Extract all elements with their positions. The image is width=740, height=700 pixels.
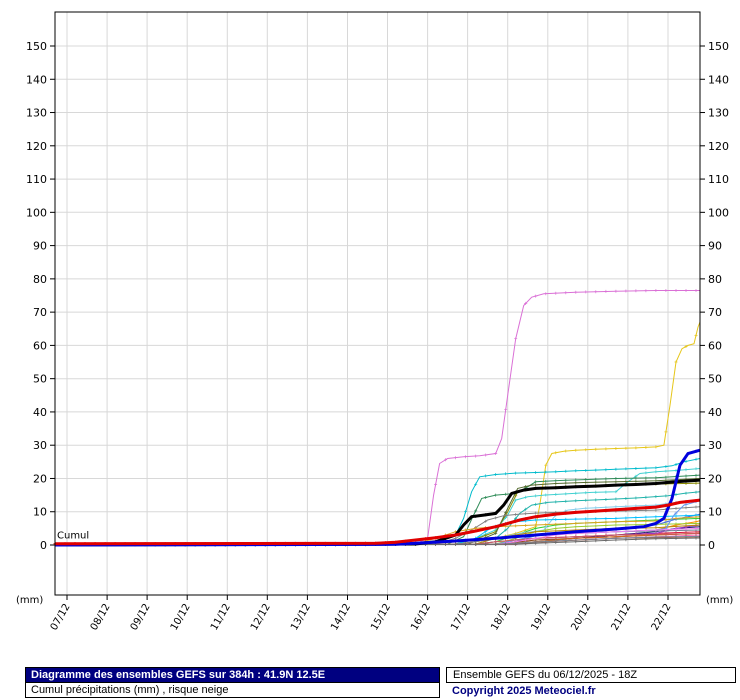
svg-text:50: 50: [708, 373, 722, 386]
svg-text:130: 130: [26, 107, 47, 120]
svg-text:Cumul: Cumul: [57, 530, 89, 541]
svg-text:150: 150: [708, 40, 729, 53]
svg-text:80: 80: [708, 273, 722, 286]
svg-text:20: 20: [708, 473, 722, 486]
svg-text:(mm): (mm): [16, 595, 43, 606]
svg-text:20: 20: [33, 473, 47, 486]
ensemble-chart: 0 0 10 10 20 20 30 30 40 40 50 50 60 60 70 70 80 80 90 90 10…: [16, 11, 733, 632]
svg-text:70: 70: [708, 306, 722, 319]
svg-text:130: 130: [708, 107, 729, 120]
svg-text:140: 140: [708, 73, 729, 86]
svg-text:100: 100: [708, 206, 729, 219]
svg-text:90: 90: [708, 240, 722, 253]
svg-text:110: 110: [26, 173, 47, 186]
chart-legend: Moyenne des scénarios Run de contrôle Ru…: [0, 624, 740, 668]
svg-text:150: 150: [26, 40, 47, 53]
info-bar: Diagramme des ensembles GEFS sur 384h : …: [0, 666, 740, 700]
svg-text:50: 50: [33, 373, 47, 386]
svg-text:120: 120: [708, 140, 729, 153]
svg-text:30: 30: [708, 439, 722, 452]
svg-text:40: 40: [708, 406, 722, 419]
run-info: Ensemble GEFS du 06/12/2025 - 18Z: [446, 667, 736, 683]
svg-text:40: 40: [33, 406, 47, 419]
svg-text:90: 90: [33, 240, 47, 253]
svg-text:0: 0: [708, 539, 715, 552]
title-box: Diagramme des ensembles GEFS sur 384h : …: [25, 667, 440, 698]
svg-text:60: 60: [33, 339, 47, 352]
svg-text:60: 60: [708, 339, 722, 352]
svg-text:(mm): (mm): [706, 595, 733, 606]
svg-text:120: 120: [26, 140, 47, 153]
svg-text:10: 10: [708, 506, 722, 519]
svg-text:30: 30: [33, 439, 47, 452]
chart-title: Diagramme des ensembles GEFS sur 384h : …: [25, 667, 440, 683]
svg-text:100: 100: [26, 206, 47, 219]
run-box: Ensemble GEFS du 06/12/2025 - 18Z Copyri…: [446, 667, 736, 697]
svg-text:70: 70: [33, 306, 47, 319]
chart-subtitle: Cumul précipitations (mm) , risque neige: [25, 683, 440, 698]
svg-text:140: 140: [26, 73, 47, 86]
copyright: Copyright 2025 Meteociel.fr: [452, 685, 596, 697]
svg-text:80: 80: [33, 273, 47, 286]
svg-text:110: 110: [708, 173, 729, 186]
svg-text:10: 10: [33, 506, 47, 519]
svg-text:0: 0: [40, 539, 47, 552]
